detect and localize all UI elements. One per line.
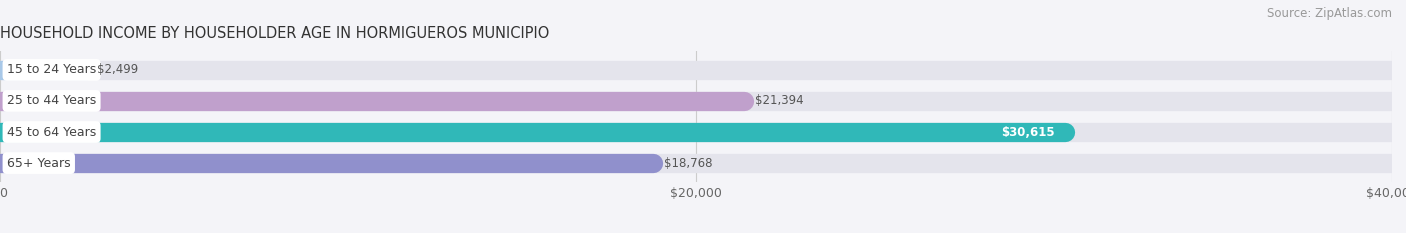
Text: 15 to 24 Years: 15 to 24 Years: [7, 63, 96, 76]
Text: $30,615: $30,615: [1001, 126, 1054, 139]
Text: 25 to 44 Years: 25 to 44 Years: [7, 94, 96, 107]
Text: $21,394: $21,394: [755, 94, 804, 107]
Text: HOUSEHOLD INCOME BY HOUSEHOLDER AGE IN HORMIGUEROS MUNICIPIO: HOUSEHOLD INCOME BY HOUSEHOLDER AGE IN H…: [0, 26, 550, 41]
Text: $2,499: $2,499: [97, 63, 139, 76]
Text: $18,768: $18,768: [664, 157, 711, 170]
Text: 65+ Years: 65+ Years: [7, 157, 70, 170]
Text: Source: ZipAtlas.com: Source: ZipAtlas.com: [1267, 7, 1392, 20]
Text: 45 to 64 Years: 45 to 64 Years: [7, 126, 96, 139]
